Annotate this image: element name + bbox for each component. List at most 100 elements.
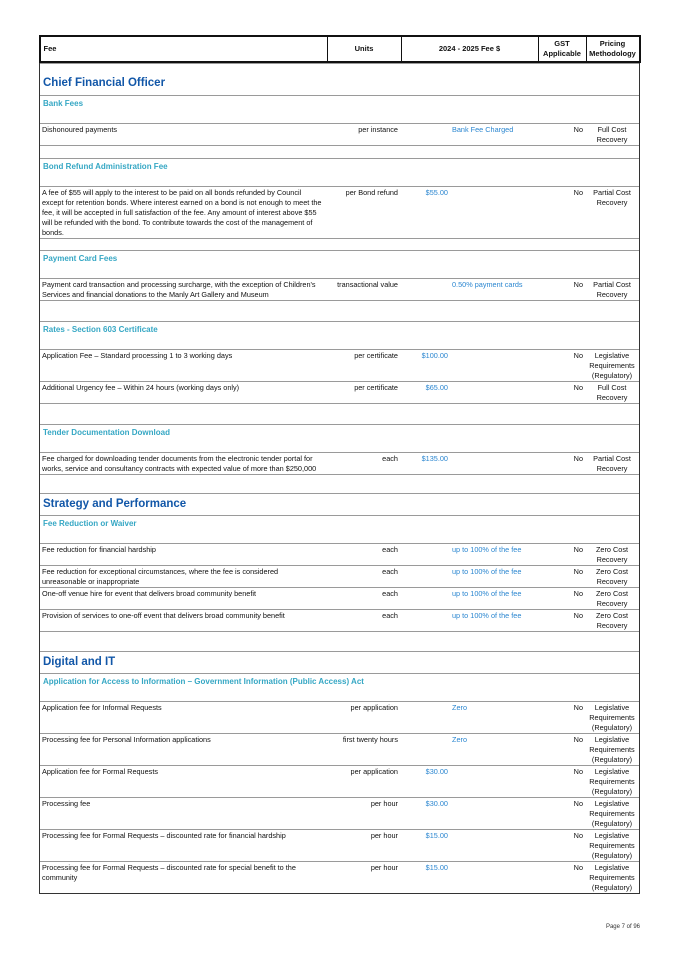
fee-table: Fee Units 2024 - 2025 Fee $ GST Applicab… [38, 35, 641, 894]
fee-units: per Bond refund [345, 188, 398, 197]
group-heading: Payment Card Fees [40, 250, 639, 278]
fee-amount-cell: up to 100% of the fee [400, 610, 537, 631]
gst-applicable: No [573, 383, 583, 392]
pricing-methodology: Legislative Requirements (Regulatory) [589, 767, 635, 796]
pricing-methodology: Legislative Requirements (Regulatory) [589, 799, 635, 828]
pricing-methodology: Zero Cost Recovery [595, 545, 629, 564]
table-row: Dishonoured payments per instance Bank Fee… [40, 123, 639, 145]
gst-applicable: No [573, 188, 583, 197]
gst-applicable: No [573, 351, 583, 360]
fee-amount-cell: $55.00 [400, 187, 537, 238]
col-gst: GST Applicable [537, 37, 586, 61]
table-row: Application fee for Informal Requests per… [40, 701, 639, 733]
table-row: Fee reduction for financial hardship each… [40, 543, 639, 565]
pricing-methodology: Partial Cost Recovery [593, 454, 631, 473]
pricing-methodology: Zero Cost Recovery [595, 589, 629, 608]
fee-amount: $30.00 [425, 799, 448, 808]
group-heading: Application for Access to Information – … [40, 673, 639, 701]
fee-units: each [382, 567, 398, 576]
fee-amount-cell: $30.00 [400, 766, 537, 797]
fee-amount-cell: $100.00 [400, 350, 537, 381]
spacer-row [40, 145, 639, 158]
fee-amount-cell: Zero [400, 734, 537, 765]
fee-amount: $100.00 [421, 351, 448, 360]
fee-amount: up to 100% of the fee [452, 589, 522, 598]
fee-units: each [382, 545, 398, 554]
fee-description: Payment card transaction and processing … [42, 280, 316, 299]
pricing-methodology: Zero Cost Recovery [595, 611, 629, 630]
fee-amount-cell: $15.00 [400, 830, 537, 861]
fee-amount: up to 100% of the fee [452, 611, 522, 620]
fee-amount-cell: $30.00 [400, 798, 537, 829]
fee-amount-cell: up to 100% of the fee [400, 588, 537, 609]
fee-units: each [382, 454, 398, 463]
section-heading: Digital and IT [40, 651, 639, 673]
fee-amount-cell: Bank Fee Charged [400, 124, 537, 145]
fee-units: per application [350, 703, 398, 712]
fee-amount: $30.00 [425, 767, 448, 776]
table-row: Processing fee per hour $30.00 No Legislativ… [40, 797, 639, 829]
fee-amount: $135.00 [421, 454, 448, 463]
spacer-row [40, 474, 639, 493]
gst-applicable: No [573, 831, 583, 840]
fee-amount: $55.00 [425, 188, 448, 197]
gst-applicable: No [573, 799, 583, 808]
fee-amount: Bank Fee Charged [452, 125, 514, 134]
fee-amount: up to 100% of the fee [452, 545, 522, 554]
fee-units: per certificate [354, 351, 398, 360]
fee-amount-cell: up to 100% of the fee [400, 566, 537, 587]
fee-amount: $15.00 [425, 831, 448, 840]
fee-description: Processing fee for Formal Requests – dis… [42, 831, 286, 840]
fee-description: Application fee for Formal Requests [42, 767, 158, 776]
table-row: Fee reduction for exceptional circumstan… [40, 565, 639, 587]
fee-units: transactional value [337, 280, 398, 289]
pricing-methodology: Legislative Requirements (Regulatory) [589, 863, 635, 892]
table-row: Processing fee for Formal Requests – dis… [40, 829, 639, 861]
gst-applicable: No [573, 735, 583, 744]
fee-description: Fee charged for downloading tender docum… [42, 454, 317, 473]
group-heading: Fee Reduction or Waiver [40, 515, 639, 543]
fee-description: Application Fee – Standard processing 1 … [42, 351, 233, 360]
fee-amount: $15.00 [425, 863, 448, 872]
table-row: Fee charged for downloading tender docum… [40, 452, 639, 474]
spacer-row [40, 300, 639, 321]
fee-amount-cell: $15.00 [400, 862, 537, 893]
fee-amount: Zero [452, 703, 468, 712]
spacer-row [40, 631, 639, 651]
section-heading: Chief Financial Officer [40, 63, 639, 95]
pricing-methodology: Partial Cost Recovery [593, 280, 631, 299]
gst-applicable: No [573, 703, 583, 712]
fee-description: Application fee for Informal Requests [42, 703, 162, 712]
fee-amount-cell: 0.50% payment cards [400, 279, 537, 300]
gst-applicable: No [573, 589, 583, 598]
fee-description: Fee reduction for financial hardship [42, 545, 156, 554]
fee-units: per hour [370, 799, 398, 808]
pricing-methodology: Partial Cost Recovery [593, 188, 631, 207]
pricing-methodology: Legislative Requirements (Regulatory) [589, 831, 635, 860]
table-row: Processing fee for Formal Requests – dis… [40, 861, 639, 893]
pricing-methodology: Zero Cost Recovery [595, 567, 629, 586]
fee-amount-cell: $65.00 [400, 382, 537, 403]
fee-units: per hour [370, 831, 398, 840]
pricing-methodology: Full Cost Recovery [596, 125, 628, 144]
pricing-methodology: Legislative Requirements (Regulatory) [589, 703, 635, 732]
page-number: Page 7 of 96 [605, 924, 640, 930]
gst-applicable: No [573, 767, 583, 776]
fee-description: Processing fee [42, 799, 91, 808]
fee-amount-cell: up to 100% of the fee [400, 544, 537, 565]
fee-description: Processing fee for Formal Requests – dis… [42, 863, 296, 882]
gst-applicable: No [573, 125, 583, 134]
fee-units: first twenty hours [342, 735, 398, 744]
table-row: Additional Urgency fee – Within 24 hours… [40, 381, 639, 403]
table-header: Fee Units 2024 - 2025 Fee $ GST Applicab… [38, 35, 641, 63]
table-row: Application fee for Formal Requests per a… [40, 765, 639, 797]
pricing-methodology: Full Cost Recovery [596, 383, 628, 402]
gst-applicable: No [573, 567, 583, 576]
fee-description: A fee of $55 will apply to the interest … [42, 188, 322, 237]
fee-units: per application [350, 767, 398, 776]
fee-description: Fee reduction for exceptional circumstan… [42, 567, 279, 586]
fee-units: each [382, 611, 398, 620]
gst-applicable: No [573, 280, 583, 289]
fee-amount: Zero [452, 735, 468, 744]
section-heading: Strategy and Performance [40, 493, 639, 515]
